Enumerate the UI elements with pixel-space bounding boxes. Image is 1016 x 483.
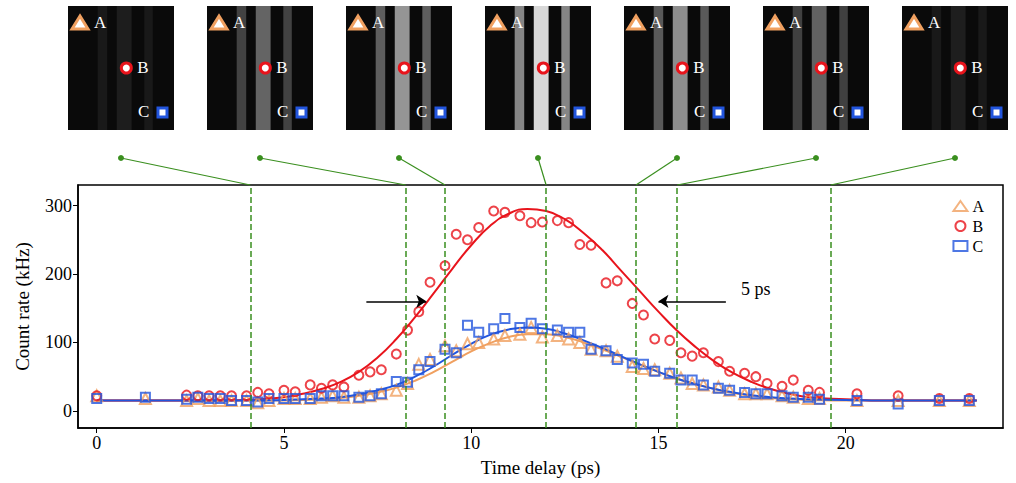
svg-text:A: A bbox=[94, 13, 107, 32]
svg-text:C: C bbox=[972, 102, 983, 121]
svg-text:0: 0 bbox=[63, 401, 72, 421]
svg-text:C: C bbox=[277, 102, 288, 121]
svg-text:20: 20 bbox=[837, 433, 855, 453]
svg-text:0: 0 bbox=[92, 433, 101, 453]
svg-text:C: C bbox=[972, 238, 983, 255]
svg-text:B: B bbox=[972, 218, 983, 235]
svg-text:C: C bbox=[833, 102, 844, 121]
svg-text:A: A bbox=[928, 13, 941, 32]
svg-text:10: 10 bbox=[462, 433, 480, 453]
svg-text:C: C bbox=[416, 102, 427, 121]
svg-text:B: B bbox=[971, 58, 982, 77]
svg-text:C: C bbox=[555, 102, 566, 121]
svg-text:B: B bbox=[276, 58, 287, 77]
svg-text:Count rate (kHz): Count rate (kHz) bbox=[12, 242, 34, 371]
svg-text:A: A bbox=[233, 13, 246, 32]
svg-text:5 ps: 5 ps bbox=[741, 279, 771, 299]
svg-text:A: A bbox=[789, 13, 802, 32]
svg-text:B: B bbox=[137, 58, 148, 77]
svg-text:B: B bbox=[832, 58, 843, 77]
svg-text:A: A bbox=[511, 13, 524, 32]
svg-text:Time delay (ps): Time delay (ps) bbox=[481, 457, 601, 479]
svg-text:15: 15 bbox=[649, 433, 667, 453]
svg-text:B: B bbox=[415, 58, 426, 77]
svg-text:200: 200 bbox=[45, 264, 72, 284]
svg-text:C: C bbox=[694, 102, 705, 121]
svg-text:A: A bbox=[650, 13, 663, 32]
svg-text:B: B bbox=[554, 58, 565, 77]
svg-text:B: B bbox=[693, 58, 704, 77]
svg-text:A: A bbox=[972, 198, 984, 215]
svg-text:300: 300 bbox=[45, 196, 72, 216]
svg-text:100: 100 bbox=[45, 332, 72, 352]
svg-text:C: C bbox=[138, 102, 149, 121]
svg-text:A: A bbox=[372, 13, 385, 32]
svg-text:5: 5 bbox=[279, 433, 288, 453]
